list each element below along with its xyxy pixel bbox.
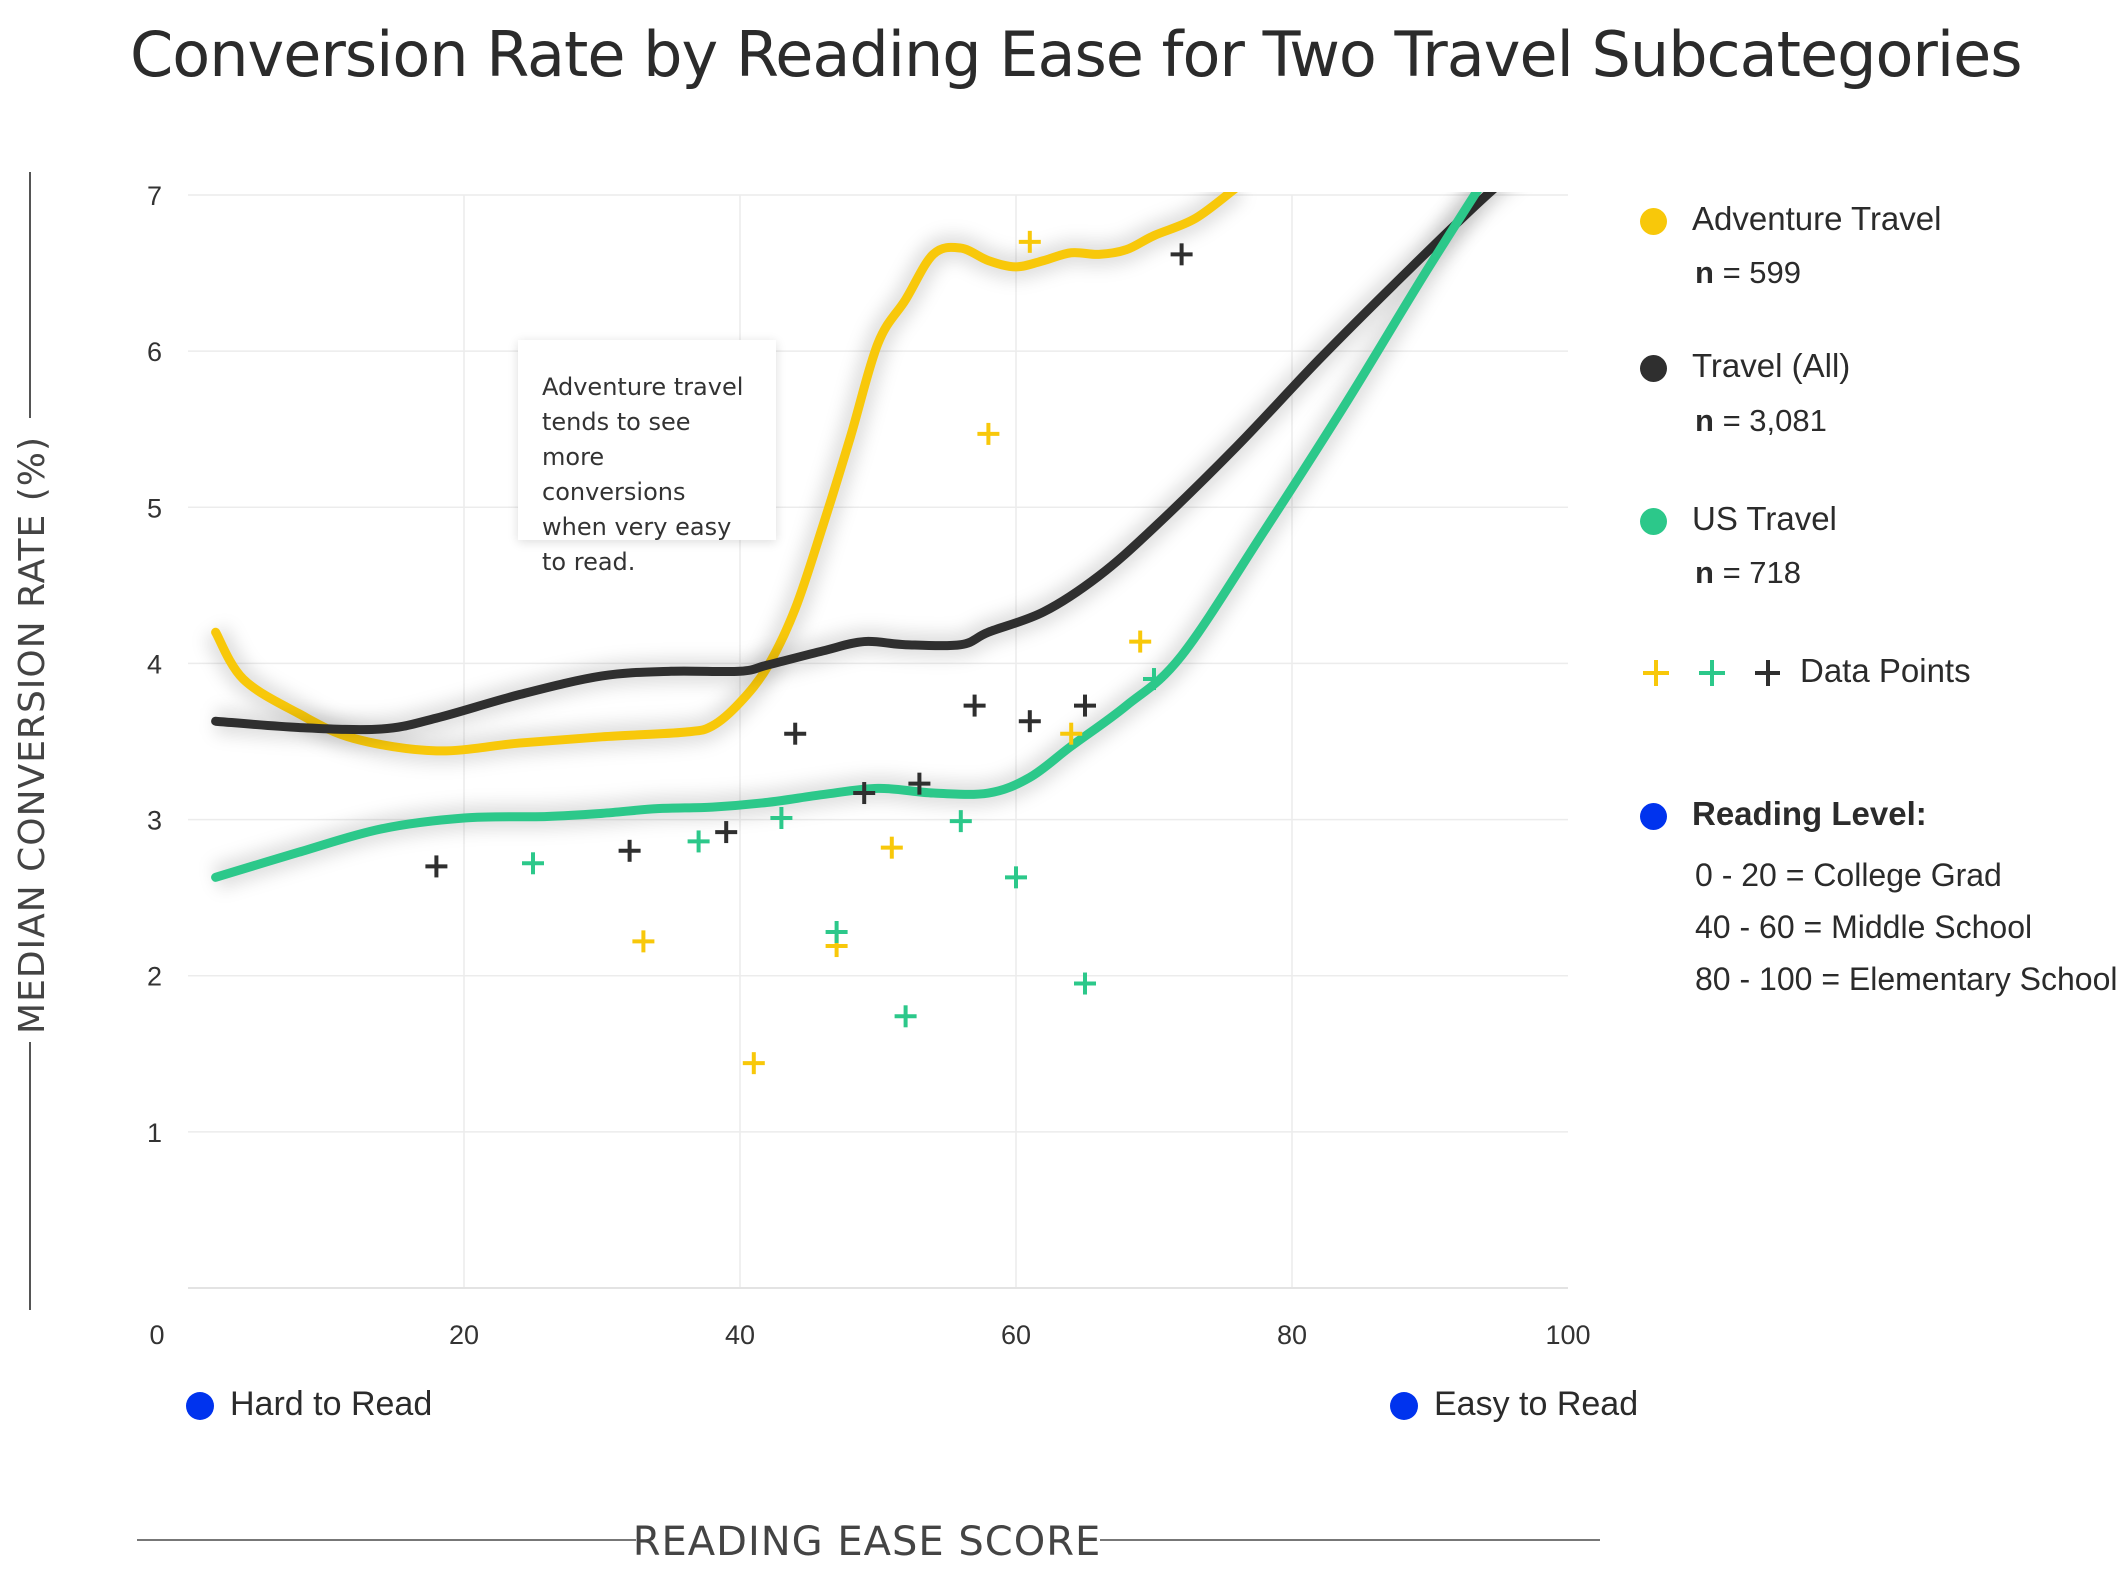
data-point-us-travel — [770, 807, 793, 830]
axis-frame — [29, 172, 1600, 1541]
x-tick-label: 100 — [1545, 1320, 1590, 1350]
y-tick-label: 3 — [147, 806, 162, 836]
series-line-adventure-travel — [211, 192, 1238, 756]
legend-plus-marker — [1643, 660, 1669, 687]
legend-item-travel-all[interactable]: Travel (All) — [1640, 347, 1850, 385]
data-point-adventure-travel — [977, 422, 1000, 445]
data-point-adventure-travel — [742, 1052, 765, 1075]
data-point-travel-all — [853, 782, 876, 805]
legend-n-label: n — [1695, 555, 1714, 590]
data-point-adventure-travel — [1060, 722, 1083, 745]
data-point-us-travel — [894, 1005, 917, 1028]
chart-title: Conversion Rate by Reading Ease for Two … — [130, 18, 2023, 91]
y-axis-ticks: 1 2 3 4 5 6 7 — [147, 181, 162, 1148]
hard-to-read-marker: Hard to Read — [186, 1385, 432, 1424]
y-tick-label: 1 — [147, 1118, 162, 1148]
reading-level-title: Reading Level: — [1692, 795, 1927, 832]
data-point-us-travel — [687, 830, 710, 853]
legend-label-us-travel: US Travel — [1692, 500, 1837, 537]
data-point-travel-all — [618, 839, 641, 862]
y-tick-label: 2 — [147, 962, 162, 992]
reading-level-0: 0 - 20 = College Grad — [1695, 857, 2002, 893]
data-point-travel-all — [1170, 243, 1193, 266]
easy-to-read-marker: Easy to Read — [1390, 1385, 1638, 1424]
legend-label-data-points: Data Points — [1800, 652, 1971, 689]
data-point-us-travel — [522, 852, 544, 875]
y-tick-label: 4 — [147, 649, 162, 679]
data-point-travel-all — [1018, 710, 1041, 733]
x-tick-label: 20 — [449, 1320, 479, 1350]
legend-n-us-travel: n = 718 — [1695, 555, 1801, 591]
legend-n-label: n — [1695, 403, 1714, 438]
easy-to-read-label: Easy to Read — [1434, 1385, 1639, 1423]
data-point-adventure-travel — [632, 930, 655, 953]
data-point-travel-all — [963, 694, 986, 717]
hard-to-read-dot-icon — [186, 1392, 214, 1421]
series-shadow-us-travel — [211, 192, 1492, 890]
x-tick-label: 60 — [1001, 1320, 1031, 1350]
us-travel-dot-icon — [1640, 507, 1667, 535]
y-axis-label: MEDIAN CONVERSION RATE (%) — [12, 436, 53, 1034]
legend-n-travel-all: n = 3,081 — [1695, 403, 1827, 439]
legend-plus-marker — [1699, 660, 1725, 687]
series-line-us-travel — [211, 192, 1482, 882]
data-point-travel-all — [908, 772, 931, 795]
series-shadow-travel-all — [214, 192, 1510, 743]
legend-item-us-travel[interactable]: US Travel — [1640, 500, 1837, 538]
legend-n-value: = 3,081 — [1722, 403, 1827, 438]
data-point-adventure-travel — [1018, 230, 1041, 253]
reading-level-2: 80 - 100 = Elementary School — [1695, 961, 2118, 997]
data-point-us-travel — [949, 810, 972, 833]
x-tick-label: 80 — [1277, 1320, 1307, 1350]
adventure-travel-dot-icon — [1640, 207, 1667, 235]
x-axis-label: READING EASE SCORE — [633, 1519, 1102, 1565]
easy-to-read-dot-icon — [1390, 1392, 1418, 1421]
data-point-travel-all — [715, 821, 738, 844]
annotation-box: Adventure travel tends to see more conve… — [518, 340, 776, 576]
data-point-adventure-travel — [880, 836, 903, 859]
data-points — [425, 230, 1193, 1075]
data-point-us-travel — [1005, 866, 1027, 889]
legend-n-value: = 718 — [1722, 555, 1802, 590]
data-point-travel-all — [425, 855, 448, 878]
reading-level-1: 40 - 60 = Middle School — [1695, 909, 2033, 945]
legend-item-adventure-travel[interactable]: Adventure Travel — [1640, 200, 1941, 238]
data-point-adventure-travel — [1129, 630, 1152, 653]
x-tick-label: 40 — [725, 1320, 755, 1350]
x-tick-label: 0 — [149, 1320, 164, 1350]
data-point-us-travel — [1074, 972, 1096, 995]
legend-label-travel-all: Travel (All) — [1692, 347, 1851, 384]
series-line-travel-all — [211, 192, 1497, 735]
plus-markers-icon — [1643, 660, 1781, 687]
x-axis-ticks: 0 20 40 60 80 100 — [149, 1320, 1590, 1350]
legend-n-adventure-travel: n = 599 — [1695, 255, 1801, 291]
legend-plus-marker — [1755, 660, 1781, 687]
travel-all-dot-icon — [1640, 354, 1667, 382]
series-lines — [204, 192, 1510, 890]
reading-level-dot-icon — [1640, 802, 1667, 830]
y-tick-label: 7 — [147, 181, 162, 211]
hard-to-read-label: Hard to Read — [230, 1385, 433, 1423]
data-point-travel-all — [1074, 694, 1096, 717]
y-tick-label: 6 — [147, 337, 162, 367]
legend-n-label: n — [1695, 255, 1714, 290]
legend-n-value: = 599 — [1722, 255, 1802, 290]
legend-label-adventure-travel: Adventure Travel — [1692, 200, 1942, 237]
data-point-us-travel — [825, 920, 848, 943]
data-point-travel-all — [784, 722, 807, 745]
data-point-us-travel — [1143, 668, 1165, 691]
y-tick-label: 5 — [147, 493, 162, 523]
legend-item-data-points: Data Points — [1640, 652, 1971, 693]
legend-reading-level-title: Reading Level: — [1640, 795, 1927, 833]
